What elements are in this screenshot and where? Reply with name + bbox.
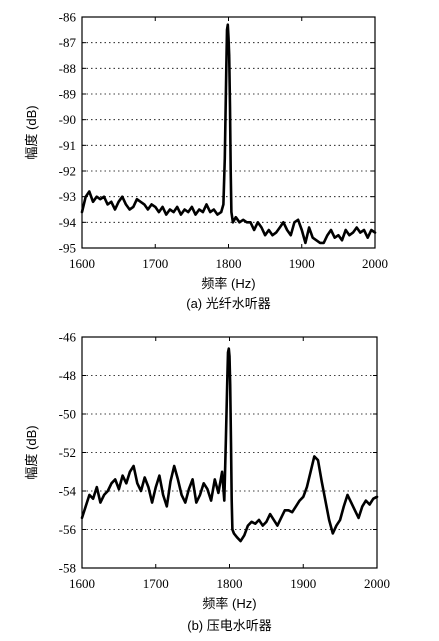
chart-a-y-tick-label: -88 [59,61,76,76]
chart-a-grid [82,42,375,223]
chart-b-x-tick-label: 2000 [364,576,390,591]
chart-b-series-line-0 [80,347,379,543]
chart-b-x-axis-label: 频率 (Hz) [202,596,256,611]
chart-a-y-tick-label: -95 [59,241,76,256]
chart-a-y-tick-label: -87 [59,35,77,50]
chart-a-x-tick-label: 1600 [69,256,95,271]
chart-a-x-tick-label: 1700 [142,256,168,271]
chart-a-y-tick-label: -92 [59,164,76,179]
chart-b-y-tick-label: -52 [59,445,76,460]
chart-b-x-tick-label: 1900 [290,576,316,591]
chart-b-caption: (b) 压电水听器 [187,618,272,633]
chart-b-x-tick-label: 1800 [217,576,243,591]
chart-a-series [80,23,377,245]
chart-b-y-tick-label: -58 [59,561,76,576]
chart-b-x-tick-label: 1700 [143,576,169,591]
chart-b-y-tick-label: -48 [59,368,76,383]
chart-a-x-tick-label: 2000 [362,256,388,271]
chart-a-y-tick-label: -93 [59,189,76,204]
chart-a-y-tick-label: -94 [59,215,77,230]
chart-a-y-tick-label: -91 [59,138,76,153]
chart-b-y-tick-label: -54 [59,484,77,499]
chart-b-y-tick-label: -50 [59,407,76,422]
chart-b-y-tick-label: -46 [59,330,77,345]
chart-a-x-axis-label: 频率 (Hz) [201,276,255,291]
chart-b-y-axis-label: 幅度 (dB) [24,425,39,479]
chart-b-x-tick-label: 1600 [69,576,95,591]
chart-a-x-tick-label: 1900 [289,256,315,271]
chart-a-caption: (a) 光纤水听器 [186,296,271,311]
chart-a-series-line-0 [80,23,377,245]
chart-a-y-tick-label: -90 [59,112,76,127]
chart-a-x-tick-label: 1800 [216,256,242,271]
chart-panel-a: -86 -87 -88 -89 -90 -91 -92 -93 -94 -95 1600 1700 18… [0,0,439,318]
chart-a-y-tick-label: -89 [59,87,76,102]
chart-b-y-tick-label: -56 [59,522,77,537]
chart-panel-b: -46 -48 -50 -52 -54 -56 -58 1600 1700 1800 1900 200… [0,318,439,641]
chart-a-y-tick-label: -86 [59,10,77,25]
chart-a-y-axis-label: 幅度 (dB) [24,105,39,159]
chart-b-series [80,347,379,543]
